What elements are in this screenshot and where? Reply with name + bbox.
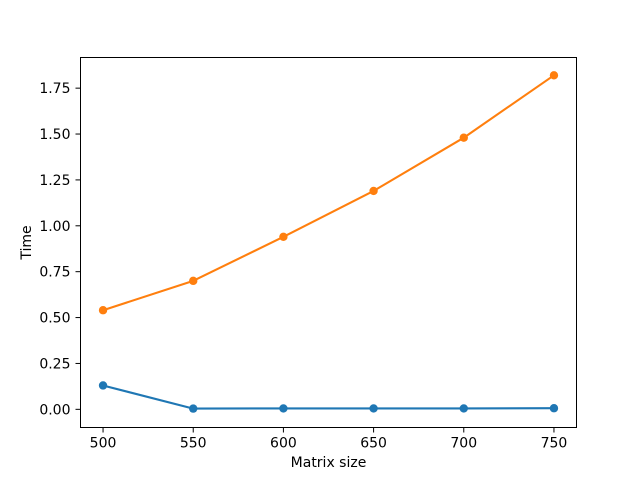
plot-area: 500 550 600 650 700 750 0.00 0.25 0.50 0.75 1.00 1.… — [39, 57, 577, 452]
x-tick-label: 750 — [541, 436, 568, 452]
x-tick-label: 600 — [270, 436, 297, 452]
y-tick-label: 0.00 — [39, 402, 70, 418]
series-0-marker — [98, 381, 108, 390]
series-1-marker — [98, 306, 108, 315]
y-axis-label: Time — [19, 225, 35, 260]
x-axis-label: Matrix size — [291, 455, 367, 471]
series-0-marker — [369, 404, 378, 413]
x-tick-label: 500 — [90, 436, 117, 452]
series-0-marker — [279, 404, 288, 413]
x-tick-label: 550 — [180, 436, 207, 452]
series-1-marker — [369, 186, 378, 196]
series-1-marker — [549, 71, 559, 80]
series-1-marker — [459, 133, 468, 142]
x-tick-label: 650 — [360, 436, 387, 452]
series-0-marker — [189, 404, 198, 413]
series-0-marker — [549, 404, 559, 413]
y-tick-label: 1.50 — [39, 127, 70, 143]
series-0-line — [101, 384, 556, 410]
series-0-marker — [459, 404, 468, 413]
series-1-marker — [189, 276, 198, 286]
y-tick-label: 0.25 — [39, 356, 70, 372]
y-tick-label: 0.75 — [39, 265, 70, 281]
y-tick-label: 1.25 — [39, 173, 70, 189]
x-tick-label: 700 — [450, 436, 477, 452]
series-1-line — [101, 74, 556, 312]
y-tick-label: 1.75 — [39, 81, 70, 97]
plot-border — [80, 57, 577, 428]
series-1-marker — [279, 232, 288, 242]
y-tick-label: 0.50 — [39, 311, 70, 327]
y-tick-label: 1.00 — [39, 219, 70, 235]
